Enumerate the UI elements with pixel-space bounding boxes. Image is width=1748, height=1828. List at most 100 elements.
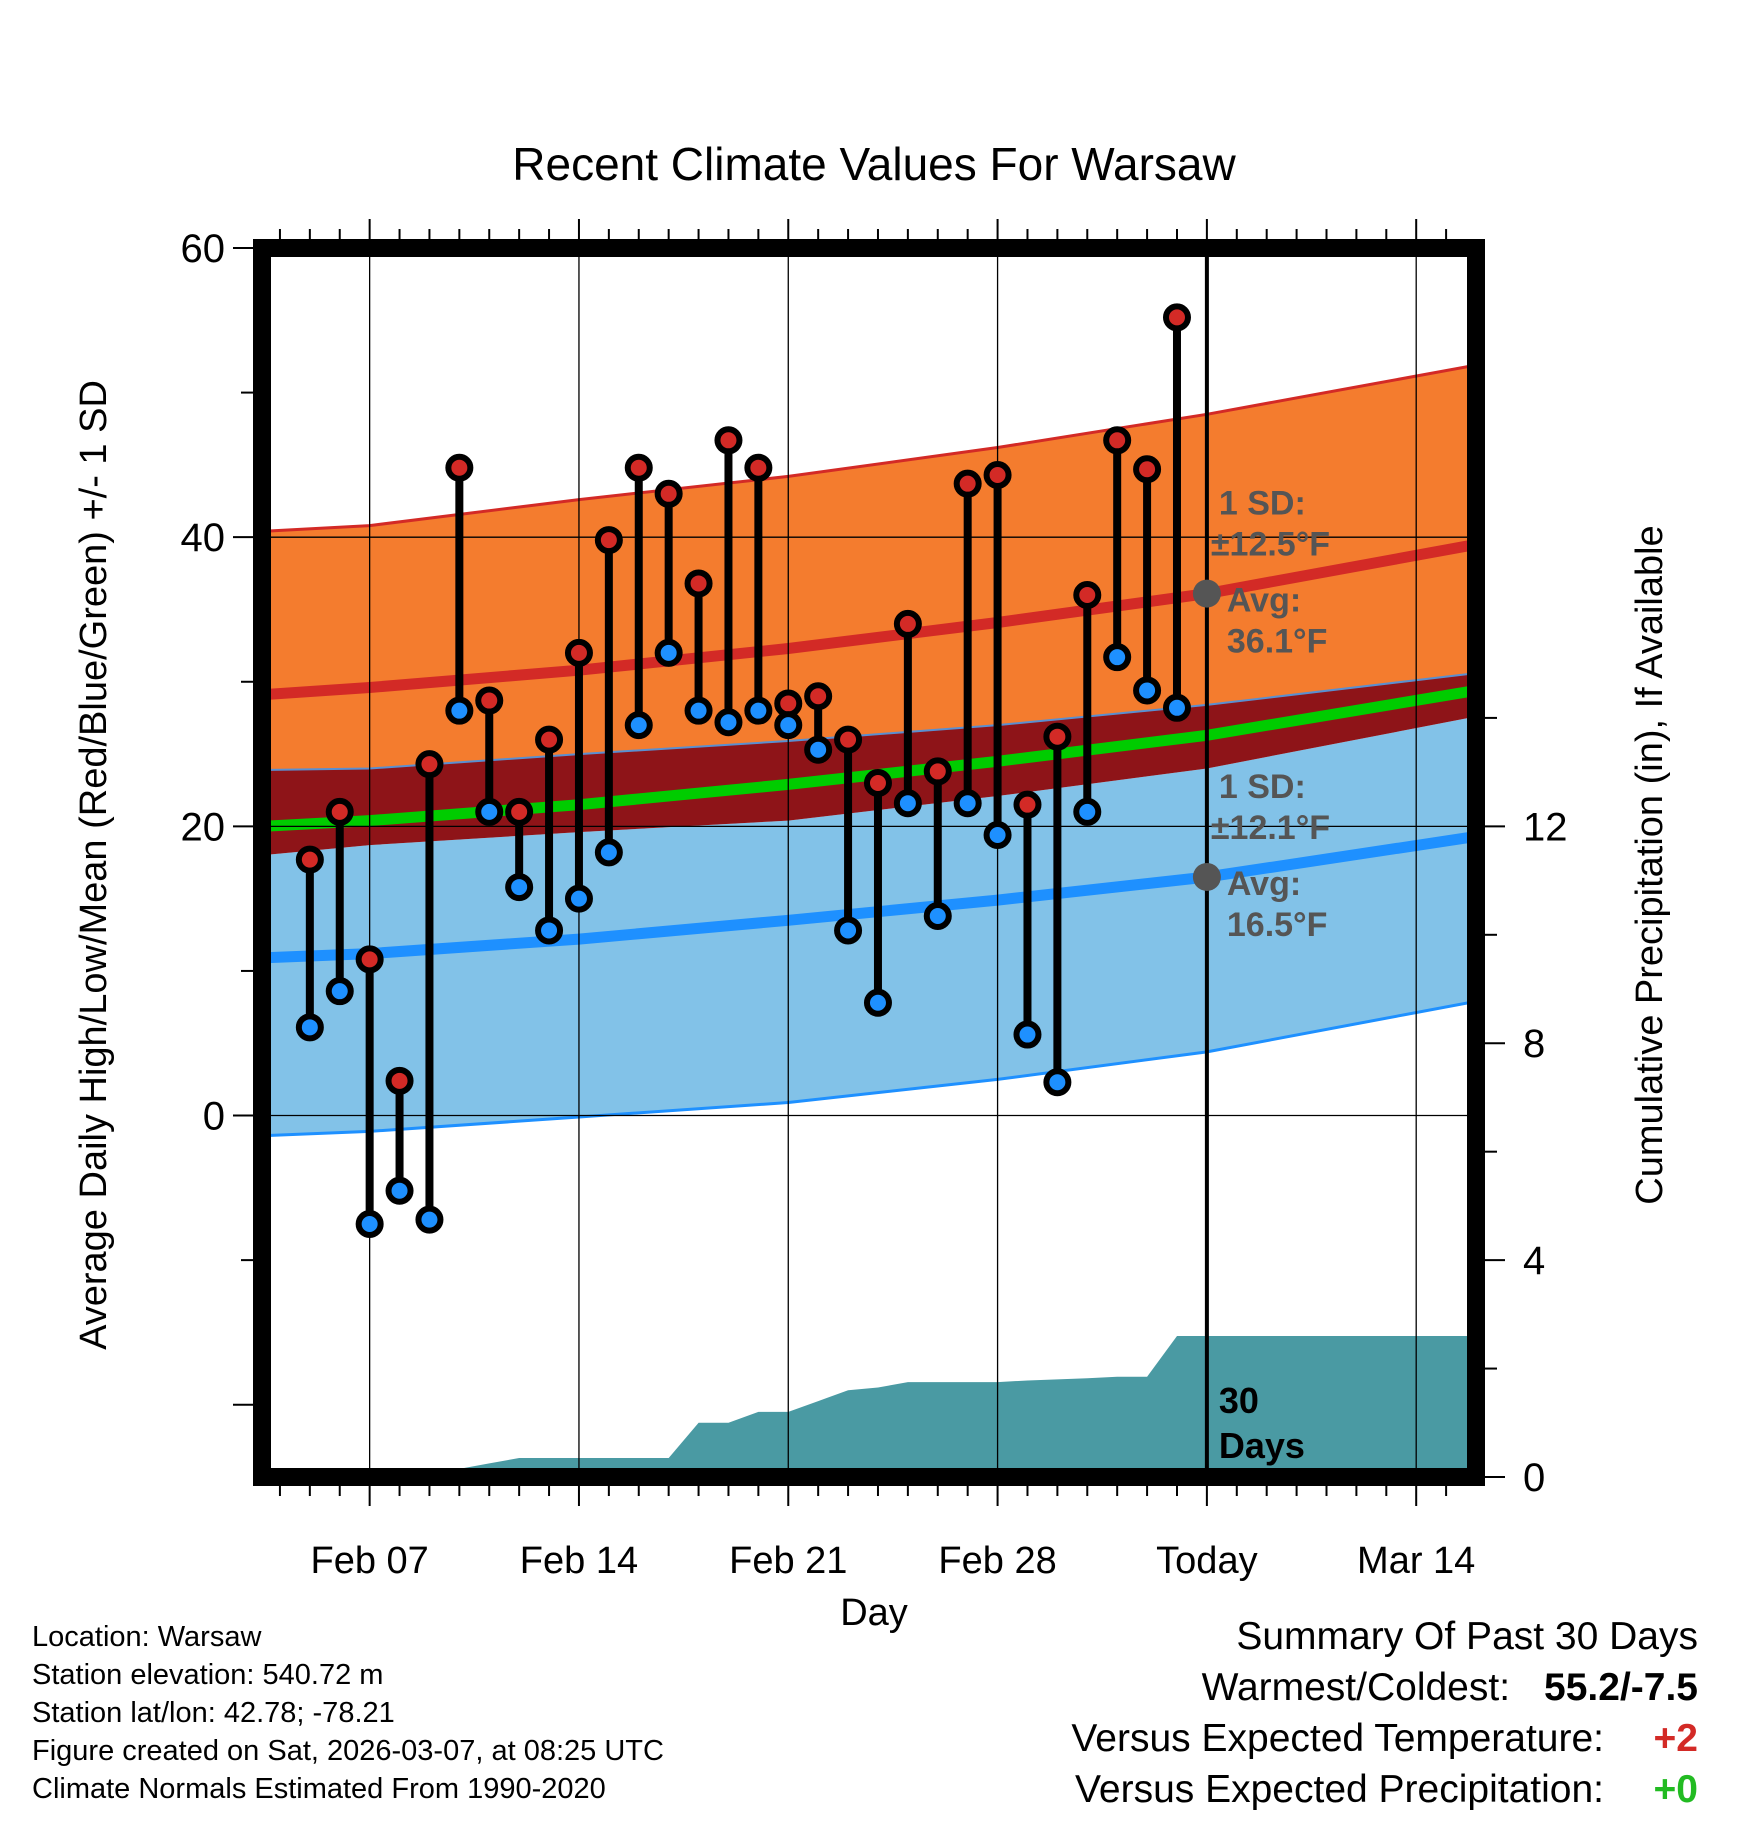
days-word-label: Days	[1219, 1425, 1305, 1466]
y-tick-label: 60	[181, 227, 226, 271]
y2-tick-label: 4	[1523, 1239, 1545, 1283]
daily-low-point	[714, 708, 743, 737]
precip-area	[262, 1336, 1476, 1477]
y-tick-label: 0	[203, 1095, 225, 1139]
x-tick-label: Feb 14	[520, 1540, 638, 1582]
daily-high-point	[1103, 426, 1132, 455]
y2-tick-label: 0	[1523, 1456, 1545, 1500]
x-tick-label: Feb 28	[938, 1540, 1056, 1582]
daily-low-point	[1103, 643, 1132, 672]
daily-low-point	[415, 1205, 444, 1234]
daily-low-point	[1162, 693, 1191, 722]
x-tick-label: Today	[1156, 1540, 1257, 1582]
daily-low-point	[1043, 1068, 1072, 1097]
low-sd-label: 1 SD:	[1219, 768, 1306, 806]
daily-low-point	[355, 1209, 384, 1238]
station-info: Location: Warsaw Station elevation: 540.…	[32, 1618, 664, 1808]
high-avg-value: 36.1°F	[1227, 623, 1328, 661]
x-tick-label: Feb 21	[729, 1540, 847, 1582]
high-avg-label: Avg:	[1227, 582, 1301, 620]
daily-high-point	[475, 686, 504, 715]
daily-low-point	[654, 638, 683, 667]
daily-high-point	[564, 638, 593, 667]
temp-vs-expected-value: +2	[1653, 1717, 1698, 1760]
daily-low-point	[923, 901, 952, 930]
daily-low-point	[385, 1176, 414, 1205]
y-tick-label: 20	[181, 805, 226, 849]
low-sd-band	[262, 716, 1476, 1136]
daily-high-point	[684, 569, 713, 598]
daily-high-point	[1162, 303, 1191, 332]
daily-high-point	[863, 768, 892, 797]
daily-low-point	[535, 916, 564, 945]
daily-low-point	[325, 977, 354, 1006]
daily-high-point	[714, 426, 743, 455]
daily-low-point	[983, 821, 1012, 850]
y-tick-label: 40	[181, 516, 226, 560]
low-avg-label: Avg:	[1227, 865, 1301, 903]
elevation-text: Station elevation: 540.72 m	[32, 1659, 384, 1691]
daily-high-point	[535, 725, 564, 754]
daily-low-point	[863, 988, 892, 1017]
daily-low-point	[505, 873, 534, 902]
daily-low-point	[893, 789, 922, 818]
daily-low-point	[564, 884, 593, 913]
daily-high-point	[953, 469, 982, 498]
low-sd-value: ±12.1°F	[1211, 809, 1330, 847]
y-axis-label: Average Daily High/Low/Mean (Red/Blue/Gr…	[73, 380, 115, 1350]
daily-high-point	[385, 1066, 414, 1095]
daily-low-point	[744, 696, 773, 725]
daily-high-point	[804, 682, 833, 711]
daily-high-point	[415, 750, 444, 779]
daily-low-point	[295, 1013, 324, 1042]
precip-vs-expected-label: Versus Expected Precipitation:	[1075, 1768, 1604, 1811]
daily-low-point	[624, 711, 653, 740]
daily-low-point	[475, 797, 504, 826]
daily-high-point	[295, 845, 324, 874]
daily-high-point	[744, 453, 773, 482]
daily-high-point	[1133, 455, 1162, 484]
summary-panel: Summary Of Past 30 Days Warmest/Coldest:…	[1071, 1615, 1698, 1819]
avg-high-marker	[1192, 579, 1221, 608]
daily-high-point	[1013, 790, 1042, 819]
daily-low-point	[1013, 1020, 1042, 1049]
avg-low-marker	[1192, 862, 1221, 891]
daily-high-point	[983, 461, 1012, 490]
high-sd-label: 1 SD:	[1219, 485, 1306, 523]
daily-low-point	[594, 838, 623, 867]
location-text: Location: Warsaw	[32, 1621, 262, 1653]
latlon-text: Station lat/lon: 42.78; -78.21	[32, 1697, 395, 1729]
y2-axis-label: Cumulative Precipitation (in), If Availa…	[1629, 525, 1671, 1204]
normals-text: Climate Normals Estimated From 1990-2020	[32, 1773, 606, 1805]
daily-high-point	[923, 757, 952, 786]
summary-title: Summary Of Past 30 Days	[1236, 1615, 1698, 1658]
daily-low-point	[445, 696, 474, 725]
plot-frame	[253, 239, 1485, 1486]
low-avg-value: 16.5°F	[1227, 906, 1328, 944]
days-count-label: 30	[1219, 1380, 1259, 1421]
high-sd-value: ±12.5°F	[1211, 526, 1330, 564]
temp-vs-expected-label: Versus Expected Temperature:	[1071, 1717, 1604, 1760]
y2-tick-label: 8	[1523, 1022, 1545, 1066]
daily-low-point	[1073, 797, 1102, 826]
daily-low-point	[684, 696, 713, 725]
y2-tick-label: 12	[1523, 805, 1568, 849]
daily-low-point	[804, 735, 833, 764]
daily-high-point	[325, 797, 354, 826]
warmest-coldest-label: Warmest/Coldest:	[1201, 1666, 1511, 1709]
plot-inner	[262, 248, 1476, 1477]
precip-vs-expected-value: +0	[1653, 1768, 1698, 1811]
x-tick-label: Feb 07	[310, 1540, 428, 1582]
x-axis-label: Day	[840, 1592, 908, 1634]
daily-high-point	[654, 479, 683, 508]
daily-high-point	[445, 453, 474, 482]
daily-high-point	[1073, 581, 1102, 610]
daily-high-point	[594, 526, 623, 555]
chart-title: Recent Climate Values For Warsaw	[512, 138, 1236, 190]
x-tick-label: Mar 14	[1357, 1540, 1475, 1582]
daily-high-point	[834, 725, 863, 754]
daily-low-point	[774, 711, 803, 740]
created-text: Figure created on Sat, 2026-03-07, at 08…	[32, 1735, 664, 1767]
